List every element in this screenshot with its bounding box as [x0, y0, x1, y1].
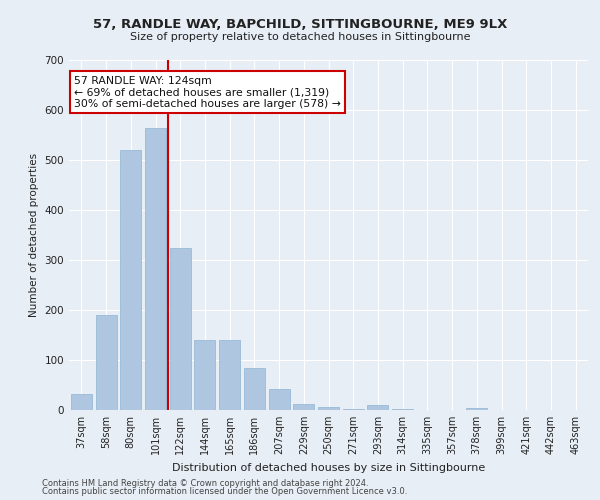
Bar — [120, 150, 141, 410]
Bar — [145, 128, 166, 410]
Bar — [367, 405, 388, 410]
Text: 57, RANDLE WAY, BAPCHILD, SITTINGBOURNE, ME9 9LX: 57, RANDLE WAY, BAPCHILD, SITTINGBOURNE,… — [93, 18, 507, 30]
Bar — [318, 407, 339, 410]
Bar — [269, 389, 290, 410]
Text: Contains public sector information licensed under the Open Government Licence v3: Contains public sector information licen… — [42, 487, 407, 496]
Text: Size of property relative to detached houses in Sittingbourne: Size of property relative to detached ho… — [130, 32, 470, 42]
Bar — [466, 408, 487, 410]
Bar — [219, 340, 240, 410]
Text: Contains HM Land Registry data © Crown copyright and database right 2024.: Contains HM Land Registry data © Crown c… — [42, 478, 368, 488]
Y-axis label: Number of detached properties: Number of detached properties — [29, 153, 39, 317]
Bar — [71, 394, 92, 410]
Bar — [392, 409, 413, 410]
Bar — [343, 409, 364, 410]
Bar — [194, 340, 215, 410]
X-axis label: Distribution of detached houses by size in Sittingbourne: Distribution of detached houses by size … — [172, 462, 485, 472]
Bar — [244, 368, 265, 410]
Text: 57 RANDLE WAY: 124sqm
← 69% of detached houses are smaller (1,319)
30% of semi-d: 57 RANDLE WAY: 124sqm ← 69% of detached … — [74, 76, 341, 109]
Bar — [293, 404, 314, 410]
Bar — [170, 248, 191, 410]
Bar — [95, 315, 116, 410]
